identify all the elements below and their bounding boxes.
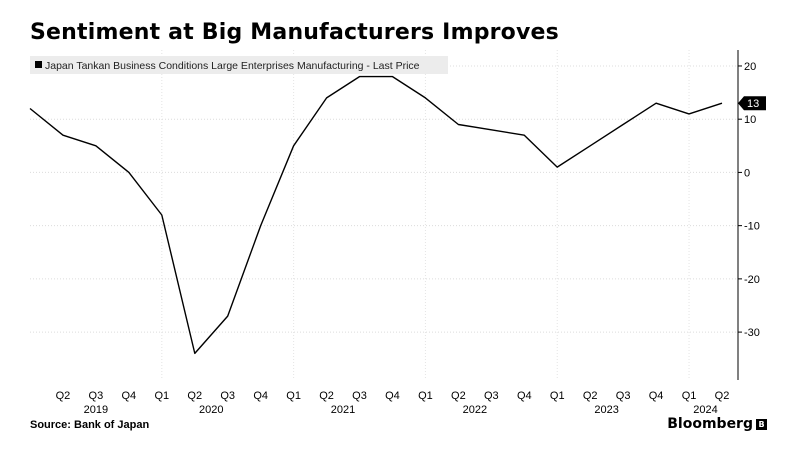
legend-background: [30, 56, 448, 74]
x-quarter-label: Q2: [451, 390, 466, 402]
last-value-label: 13: [747, 98, 759, 110]
last-value-tag: [738, 96, 766, 111]
legend-label: Japan Tankan Business Conditions Large E…: [45, 60, 420, 72]
x-year-label: 2019: [84, 404, 108, 416]
x-tick-labels: Q2 Q3 Q4 Q1 Q2 Q3 Q4 Q1 Q2 Q3 Q4 Q1 Q2 Q3 Q4 Q1 Q2 Q3 Q4 Q1…: [56, 390, 730, 416]
x-quarter-label: Q2: [319, 390, 334, 402]
x-quarter-label: Q4: [253, 390, 268, 402]
y-tick-labels: 20 10 0 -10 -20 -30: [744, 61, 760, 339]
x-quarter-label: Q3: [352, 390, 367, 402]
legend-swatch: [35, 61, 42, 68]
y-tick-label: 0: [744, 167, 750, 179]
bloomberg-mark-icon: B: [756, 419, 767, 430]
x-quarter-label: Q3: [616, 390, 631, 402]
x-quarter-label: Q1: [154, 390, 169, 402]
x-quarter-label: Q2: [583, 390, 598, 402]
x-quarter-label: Q1: [418, 390, 433, 402]
chart-title: Sentiment at Big Manufacturers Improves: [30, 20, 559, 45]
x-year-label: 2020: [199, 404, 223, 416]
x-quarter-label: Q4: [649, 390, 664, 402]
y-tick-label: -20: [744, 274, 760, 286]
x-quarter-label: Q3: [220, 390, 235, 402]
x-quarter-label: Q3: [89, 390, 104, 402]
legend: Japan Tankan Business Conditions Large E…: [30, 56, 448, 74]
y-tick-label: 10: [744, 114, 756, 126]
x-year-label: 2023: [594, 404, 618, 416]
x-quarter-label: Q1: [286, 390, 301, 402]
x-quarter-label: Q2: [187, 390, 202, 402]
source-note: Source: Bank of Japan: [30, 419, 150, 431]
x-quarter-label: Q4: [122, 390, 137, 402]
x-quarter-label: Q3: [484, 390, 499, 402]
x-quarter-label: Q4: [385, 390, 400, 402]
x-quarter-label: Q4: [517, 390, 532, 402]
x-quarter-label: Q2: [56, 390, 71, 402]
x-year-label: 2022: [463, 404, 487, 416]
x-year-label: 2021: [331, 404, 355, 416]
brand-name: Bloomberg: [667, 416, 753, 432]
y-tick-label: 20: [744, 61, 756, 73]
x-quarter-label: Q2: [715, 390, 730, 402]
y-axis: [737, 50, 742, 380]
y-tick-label: -30: [744, 327, 760, 339]
grid-lines: [30, 50, 738, 380]
brand-logo: Bloomberg B: [667, 416, 767, 432]
x-year-label: 2024: [693, 404, 717, 416]
last-value-marker: 13: [738, 96, 766, 111]
data-points: [29, 76, 723, 355]
y-tick-label: -10: [744, 221, 760, 233]
x-quarter-label: Q1: [550, 390, 565, 402]
series-line: [29, 75, 723, 355]
x-quarter-label: Q1: [682, 390, 697, 402]
